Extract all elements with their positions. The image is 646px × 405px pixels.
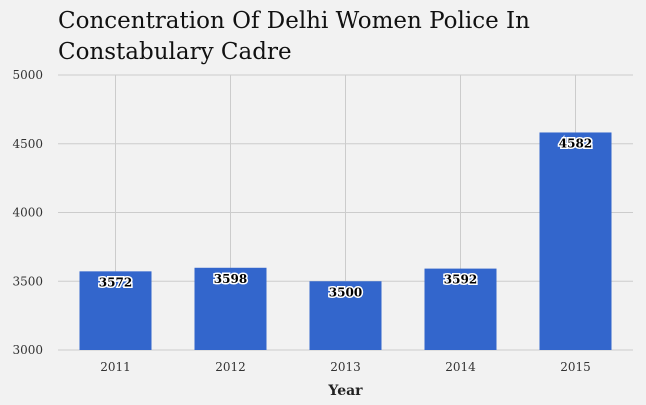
data-label-2014: 3592 (444, 273, 477, 287)
bar-2012 (194, 267, 267, 350)
x-tick-label: 2011 (100, 360, 131, 374)
bar-2015 (539, 132, 612, 350)
chart-title: Concentration Of Delhi Women Police In C… (58, 8, 530, 65)
y-axis-ticks: 3000 3500 4000 4500 5000 (12, 68, 43, 357)
x-axis-title: Year (327, 383, 363, 399)
bar-2014 (424, 268, 497, 350)
x-tick-label: 2013 (330, 360, 361, 374)
y-tick-label: 4500 (12, 137, 43, 151)
y-tick-label: 3000 (12, 343, 43, 357)
x-tick-label: 2012 (215, 360, 246, 374)
x-axis-ticks: 2011 2012 2013 2014 2015 (100, 360, 591, 374)
bar-2013 (309, 281, 382, 350)
data-label-2011: 3572 (99, 275, 132, 289)
data-labels: 3572 3598 3500 3592 4582 (97, 135, 593, 301)
bar-2011 (79, 271, 152, 350)
bars (79, 132, 612, 350)
y-tick-label: 4000 (12, 206, 43, 220)
y-tick-label: 5000 (12, 68, 43, 82)
data-label-2013: 3500 (329, 285, 362, 299)
x-tick-label: 2015 (560, 360, 591, 374)
data-label-2015: 4582 (559, 136, 592, 150)
x-tick-label: 2014 (445, 360, 476, 374)
y-tick-label: 3500 (12, 274, 43, 288)
data-label-2012: 3598 (214, 272, 247, 286)
